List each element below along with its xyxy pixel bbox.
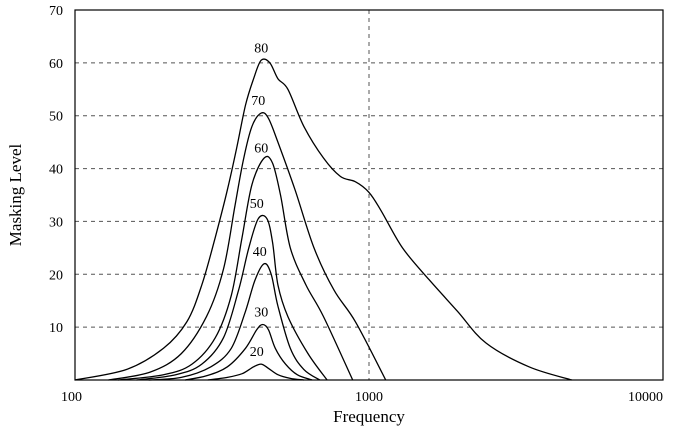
x-tick-label: 1000 (355, 390, 383, 405)
y-tick-label: 10 (49, 321, 63, 336)
curve-50 (136, 214, 328, 381)
curve-label-30: 30 (254, 306, 268, 321)
curve-20 (207, 363, 304, 381)
curve-70 (108, 112, 387, 381)
curve-label-20: 20 (250, 345, 264, 360)
y-tick-label: 20 (49, 268, 63, 283)
curves-layer (74, 58, 573, 381)
grid-layer (75, 10, 663, 380)
x-tick-label: 10000 (628, 390, 663, 405)
curve-label-70: 70 (251, 94, 265, 109)
x-axis-title: Frequency (333, 407, 405, 426)
y-tick-label: 30 (49, 215, 63, 230)
curve-label-40: 40 (253, 245, 267, 260)
curve-80 (74, 58, 573, 381)
y-tick-label: 50 (49, 110, 63, 125)
curve-labels-layer: 80 70 60 50 40 30 20 (250, 41, 269, 360)
y-tick-label: 70 (49, 4, 63, 19)
curve-30 (185, 323, 313, 381)
tick-labels-layer: 10 20 30 40 50 60 70 100 1000 10000 (49, 4, 663, 405)
curve-60 (117, 155, 354, 381)
curve-label-80: 80 (254, 41, 268, 56)
y-tick-label: 60 (49, 57, 63, 72)
x-tick-label: 100 (61, 390, 82, 405)
plot-frame (74, 9, 664, 381)
y-axis-title: Masking Level (6, 144, 25, 247)
y-tick-label: 40 (49, 163, 63, 178)
curve-40 (148, 262, 321, 381)
curve-label-60: 60 (254, 142, 268, 157)
curve-label-50: 50 (250, 197, 264, 212)
